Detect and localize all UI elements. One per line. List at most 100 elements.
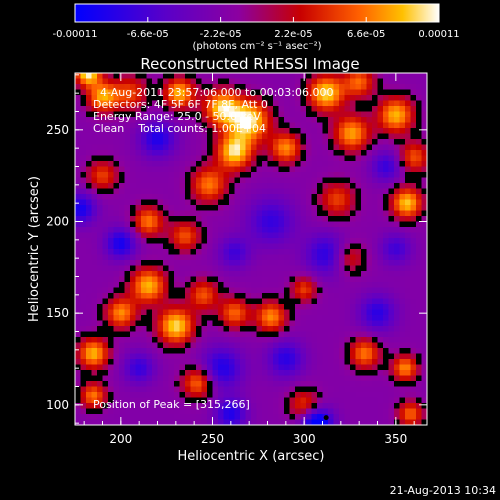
heatmap-cell xyxy=(245,408,252,415)
heatmap-cell xyxy=(97,403,103,409)
heatmap-cell xyxy=(75,249,81,255)
heatmap-cell xyxy=(361,155,367,162)
heatmap-cell xyxy=(163,194,169,200)
heatmap-cell xyxy=(372,353,378,360)
heatmap-cell xyxy=(97,78,103,85)
heatmap-cell xyxy=(350,414,356,420)
heatmap-cell xyxy=(218,337,224,343)
heatmap-cell xyxy=(256,106,263,112)
heatmap-cell xyxy=(196,265,202,272)
heatmap-cell xyxy=(383,265,389,272)
heatmap-cell xyxy=(388,419,395,426)
heatmap-cell xyxy=(295,133,301,140)
heatmap-cell xyxy=(278,188,285,195)
heatmap-cell xyxy=(355,282,362,288)
heatmap-cell xyxy=(355,117,362,123)
heatmap-cell xyxy=(410,188,417,195)
heatmap-cell xyxy=(108,150,114,156)
heatmap-cell xyxy=(273,122,279,129)
heatmap-cell xyxy=(201,254,208,261)
heatmap-cell xyxy=(135,194,142,200)
heatmap-cell xyxy=(311,298,318,305)
heatmap-cell xyxy=(339,183,345,189)
heatmap-cell xyxy=(102,216,109,222)
heatmap-cell xyxy=(174,392,180,398)
heatmap-cell xyxy=(223,282,230,288)
heatmap-cell xyxy=(311,364,318,371)
heatmap-cell xyxy=(251,293,257,299)
heatmap-cell xyxy=(350,139,356,145)
heatmap-cell xyxy=(421,331,428,338)
heatmap-cell xyxy=(278,392,285,398)
heatmap-cell xyxy=(278,304,285,310)
heatmap-cell xyxy=(295,386,301,393)
heatmap-cell xyxy=(421,183,428,189)
heatmap-cell xyxy=(141,243,147,250)
heatmap-cell xyxy=(234,254,241,261)
heatmap-cell xyxy=(284,287,290,294)
heatmap-cell xyxy=(344,128,351,134)
heatmap-cell xyxy=(185,122,191,129)
heatmap-cell xyxy=(388,304,395,310)
heatmap-cell xyxy=(102,397,109,404)
heatmap-cell xyxy=(168,139,175,145)
heatmap-cell xyxy=(234,73,241,79)
heatmap-cell xyxy=(174,73,180,79)
heatmap-cell xyxy=(262,177,268,184)
heatmap-cell xyxy=(234,348,241,354)
heatmap-cell xyxy=(399,408,406,415)
heatmap-cell xyxy=(146,100,153,107)
heatmap-cell xyxy=(185,100,191,107)
heatmap-cell xyxy=(240,364,246,371)
heatmap-cell xyxy=(256,414,263,420)
heatmap-cell xyxy=(135,172,142,178)
heatmap-cell xyxy=(245,276,252,283)
heatmap-cell xyxy=(262,150,268,156)
heatmap-cell xyxy=(421,353,428,360)
heatmap-cell xyxy=(350,78,356,85)
heatmap-cell xyxy=(157,232,164,239)
heatmap-cell xyxy=(399,128,406,134)
heatmap-cell xyxy=(130,177,136,184)
heatmap-cell xyxy=(405,221,411,228)
heatmap-cell xyxy=(75,414,81,420)
heatmap-cell xyxy=(97,287,103,294)
heatmap-cell xyxy=(333,199,340,206)
heatmap-cell xyxy=(223,177,230,184)
heatmap-cell xyxy=(416,238,422,244)
heatmap-cell xyxy=(344,359,351,365)
heatmap-cell xyxy=(152,139,158,145)
heatmap-cell xyxy=(372,232,378,239)
heatmap-cell xyxy=(223,139,230,145)
heatmap-cell xyxy=(119,111,125,118)
heatmap-cell xyxy=(91,172,98,178)
heatmap-cell xyxy=(410,408,417,415)
heatmap-cell xyxy=(240,375,246,382)
heatmap-cell xyxy=(399,364,406,371)
heatmap-cell xyxy=(273,238,279,244)
heatmap-cell xyxy=(339,260,345,266)
heatmap-cell xyxy=(383,342,389,349)
heatmap-cell xyxy=(306,260,312,266)
heatmap-cell xyxy=(240,381,246,387)
heatmap-cell xyxy=(190,144,197,151)
heatmap-cell xyxy=(251,232,257,239)
heatmap-cell xyxy=(157,199,164,206)
heatmap-cell xyxy=(212,128,219,134)
heatmap-cell xyxy=(377,386,384,393)
heatmap-cell xyxy=(355,342,362,349)
heatmap-cell xyxy=(355,172,362,178)
heatmap-cell xyxy=(223,243,230,250)
heatmap-cell xyxy=(218,359,224,365)
heatmap-cell xyxy=(361,111,367,118)
heatmap-cell xyxy=(229,403,235,409)
heatmap-cell xyxy=(130,298,136,305)
heatmap-cell xyxy=(113,183,120,189)
heatmap-cell xyxy=(256,188,263,195)
heatmap-cell xyxy=(251,194,257,200)
heatmap-cell xyxy=(152,315,158,321)
heatmap-cell xyxy=(405,95,411,101)
heatmap-cell xyxy=(97,238,103,244)
heatmap-cell xyxy=(366,260,373,266)
heatmap-cell xyxy=(256,386,263,393)
